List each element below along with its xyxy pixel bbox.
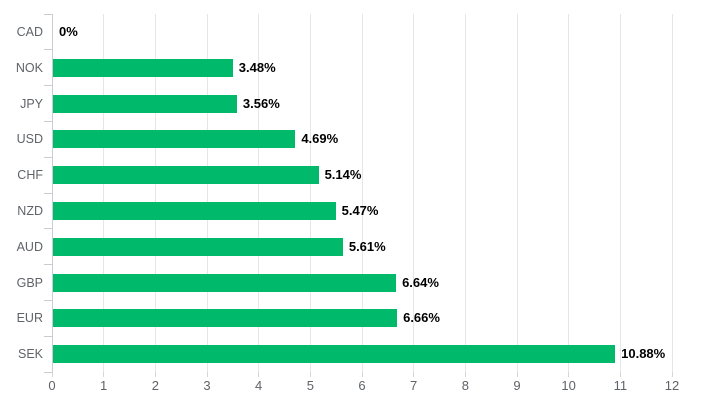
value-label: 5.14%	[324, 167, 362, 183]
bar[interactable]	[53, 130, 296, 149]
x-axis-tick	[568, 372, 570, 377]
gridline	[671, 14, 673, 372]
bar[interactable]	[53, 237, 343, 256]
gridline	[103, 14, 105, 372]
y-axis-tick	[44, 156, 52, 158]
category-label: NZD	[17, 203, 43, 218]
value-label: 3.48%	[238, 59, 276, 75]
value-label: 6.66%	[403, 310, 440, 326]
gridline	[568, 14, 570, 372]
bar[interactable]	[53, 273, 397, 292]
x-tick-label: 8	[461, 378, 469, 393]
value-label: 0%	[59, 23, 78, 39]
x-axis-tick	[464, 372, 466, 377]
x-tick-label: 12	[664, 378, 680, 393]
bar[interactable]	[53, 94, 237, 113]
y-axis-tick	[44, 299, 52, 301]
y-axis-tick	[44, 335, 52, 337]
y-axis-tick	[44, 85, 52, 87]
x-tick-label: 10	[561, 378, 576, 393]
y-axis-tick	[44, 120, 52, 122]
x-axis-tick	[154, 372, 156, 377]
x-axis-tick	[206, 372, 208, 377]
gridline	[361, 14, 363, 372]
category-label: GBP	[16, 275, 43, 290]
x-axis-tick	[619, 372, 621, 377]
y-axis-tick	[44, 264, 52, 266]
x-axis-tick	[361, 372, 363, 377]
bar[interactable]	[53, 309, 398, 328]
gridline	[309, 14, 311, 372]
bar[interactable]	[53, 345, 616, 364]
x-tick-label: 9	[513, 378, 521, 393]
x-tick-label: 7	[410, 378, 418, 393]
gridline	[258, 14, 260, 372]
value-label: 10.88%	[621, 346, 666, 362]
bar[interactable]	[53, 58, 233, 77]
category-label: CHF	[17, 168, 43, 183]
x-axis-tick	[103, 372, 105, 377]
x-tick-label: 5	[306, 378, 314, 393]
y-axis-tick	[44, 228, 52, 230]
gridline	[516, 14, 518, 372]
y-axis-tick	[44, 192, 52, 194]
x-axis-tick	[671, 372, 673, 377]
gridline	[413, 14, 415, 372]
category-label: AUD	[16, 239, 43, 254]
y-axis-tick	[44, 13, 52, 15]
x-tick-label: 2	[151, 378, 159, 393]
value-label: 5.61%	[348, 238, 386, 254]
y-axis-tick	[44, 371, 52, 373]
y-axis-line	[52, 14, 53, 372]
category-label: SEK	[17, 347, 43, 362]
x-axis-tick	[51, 372, 53, 377]
x-axis-tick	[258, 372, 260, 377]
x-axis-tick	[516, 372, 518, 377]
category-label: CAD	[16, 24, 43, 39]
y-axis-tick	[44, 49, 52, 51]
x-axis-tick	[413, 372, 415, 377]
category-label: EUR	[16, 311, 43, 326]
gridline	[619, 14, 621, 372]
gridline	[464, 14, 466, 372]
category-label: USD	[16, 132, 43, 147]
gridline	[154, 14, 156, 372]
bar[interactable]	[53, 166, 319, 185]
value-label: 3.56%	[242, 95, 280, 111]
value-label: 5.47%	[341, 202, 379, 218]
x-tick-label: 3	[203, 378, 211, 393]
category-label: JPY	[20, 96, 43, 111]
x-tick-label: 0	[48, 378, 56, 393]
x-tick-label: 4	[255, 378, 263, 393]
value-label: 4.69%	[301, 131, 339, 147]
x-axis-tick	[309, 372, 311, 377]
value-label: 6.64%	[402, 274, 439, 290]
category-label: NOK	[15, 60, 43, 75]
bar[interactable]	[53, 201, 336, 220]
x-tick-label: 1	[100, 378, 108, 393]
x-tick-label: 11	[613, 378, 628, 393]
gridline	[206, 14, 208, 372]
x-tick-label: 6	[358, 378, 366, 393]
